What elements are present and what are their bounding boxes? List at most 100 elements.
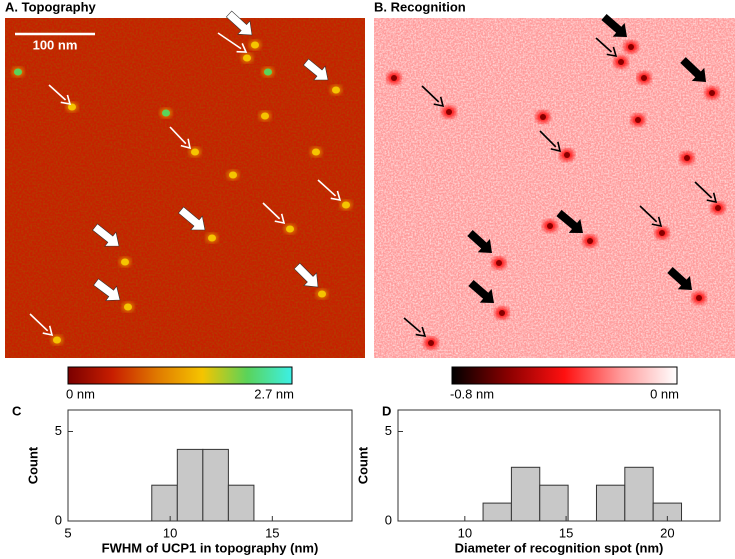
arrow xyxy=(178,206,206,231)
recognition-spot xyxy=(391,75,397,81)
feature-spot xyxy=(229,171,237,179)
arrow-head xyxy=(330,190,342,202)
y-tick-label: 5 xyxy=(385,423,392,438)
recognition-spot xyxy=(540,114,546,120)
arrow-shaft xyxy=(639,205,658,223)
recognition-spot xyxy=(709,90,715,96)
histogram-bar xyxy=(510,466,541,522)
histogram-bar xyxy=(482,502,512,522)
recognition-spot xyxy=(499,310,505,316)
feature-spot xyxy=(243,54,251,62)
scale-bar-label: 100 nm xyxy=(33,37,78,52)
arrow xyxy=(680,57,706,82)
recognition-spot xyxy=(564,152,570,158)
recognition-spot xyxy=(428,340,434,346)
feature-spot xyxy=(261,112,269,120)
panel-title: C xyxy=(12,403,22,418)
x-tick-label: 10 xyxy=(458,525,472,540)
feature-spot xyxy=(318,290,326,298)
axes-frame xyxy=(397,409,721,522)
panel-title: A. Topography xyxy=(5,0,97,14)
arrow xyxy=(556,209,583,233)
feature-spot xyxy=(162,109,170,117)
colorbar xyxy=(67,366,293,385)
feature-spot xyxy=(14,68,22,76)
recognition-spot xyxy=(696,295,702,301)
arrow-head xyxy=(180,138,192,150)
x-tick-label: 20 xyxy=(660,525,674,540)
arrow-shaft xyxy=(217,32,242,50)
arrow-head xyxy=(606,46,618,58)
recognition-spot xyxy=(496,260,502,266)
feature-spot xyxy=(286,225,294,233)
x-tick-label: 15 xyxy=(265,525,279,540)
arrow-shaft xyxy=(421,85,440,103)
feature-spot xyxy=(264,68,272,76)
colorbar xyxy=(451,366,678,385)
histogram-bar xyxy=(176,448,204,522)
arrow-shaft xyxy=(317,179,337,197)
arrow-shaft xyxy=(403,317,421,333)
recognition-spot xyxy=(715,205,721,211)
arrow-shaft xyxy=(262,202,281,220)
y-axis-label: Count xyxy=(355,446,370,484)
feature-spot xyxy=(332,86,340,94)
y-tick-label: 0 xyxy=(55,512,62,527)
colorbar-label: -0.8 nm xyxy=(450,386,494,401)
histogram-bar xyxy=(595,484,626,522)
arrow-shaft xyxy=(539,130,557,148)
feature-spot xyxy=(53,336,61,344)
y-tick-label: 5 xyxy=(55,423,62,438)
arrow xyxy=(92,223,120,247)
arrow-shaft xyxy=(595,37,613,53)
feature-spot xyxy=(124,303,132,311)
recognition-spot xyxy=(635,117,641,123)
feature-spot xyxy=(191,148,199,156)
axes-frame xyxy=(67,409,353,522)
x-tick-label: 5 xyxy=(64,525,71,540)
arrow-head xyxy=(274,213,286,225)
feature-spot xyxy=(251,41,259,49)
image-texture xyxy=(374,18,735,358)
feature-spot xyxy=(208,234,216,242)
feature-spot xyxy=(342,201,350,209)
panel-title: B. Recognition xyxy=(374,0,466,14)
colorbar-label: 2.7 nm xyxy=(254,386,294,401)
arrow-head xyxy=(550,141,562,153)
arrow-head xyxy=(651,216,663,228)
arrow xyxy=(303,58,329,81)
arrow-head xyxy=(415,326,427,337)
recognition-spot xyxy=(446,109,452,115)
y-axis-label: Count xyxy=(25,446,40,484)
image-texture xyxy=(5,18,365,358)
histogram-bar xyxy=(151,484,178,522)
arrow xyxy=(667,267,692,290)
x-tick-label: 10 xyxy=(163,525,177,540)
arrow xyxy=(93,278,121,301)
feature-spot xyxy=(312,148,320,156)
colorbar-label: 0 nm xyxy=(650,386,679,401)
x-tick-label: 15 xyxy=(559,525,573,540)
arrow-shaft xyxy=(48,84,67,101)
arrow xyxy=(467,230,492,253)
recognition-spot xyxy=(547,223,553,229)
arrow-head xyxy=(60,94,72,106)
x-axis-label: FWHM of UCP1 in topography (nm) xyxy=(102,540,319,555)
arrow xyxy=(225,10,253,36)
feature-spot xyxy=(68,103,76,111)
panel-title: D xyxy=(382,403,391,418)
recognition-spot xyxy=(641,75,647,81)
arrow xyxy=(293,262,319,288)
recognition-spot xyxy=(587,238,593,244)
arrow-head xyxy=(433,96,445,108)
recognition-spot xyxy=(659,230,665,236)
arrow xyxy=(601,13,627,37)
feature-spot xyxy=(121,258,129,266)
recognition-spot xyxy=(618,59,624,65)
histogram-bar xyxy=(624,466,654,522)
histogram-bar xyxy=(539,484,569,522)
colorbar-label: 0 nm xyxy=(66,386,95,401)
arrow-head xyxy=(42,325,54,337)
recognition-spot xyxy=(684,155,690,161)
